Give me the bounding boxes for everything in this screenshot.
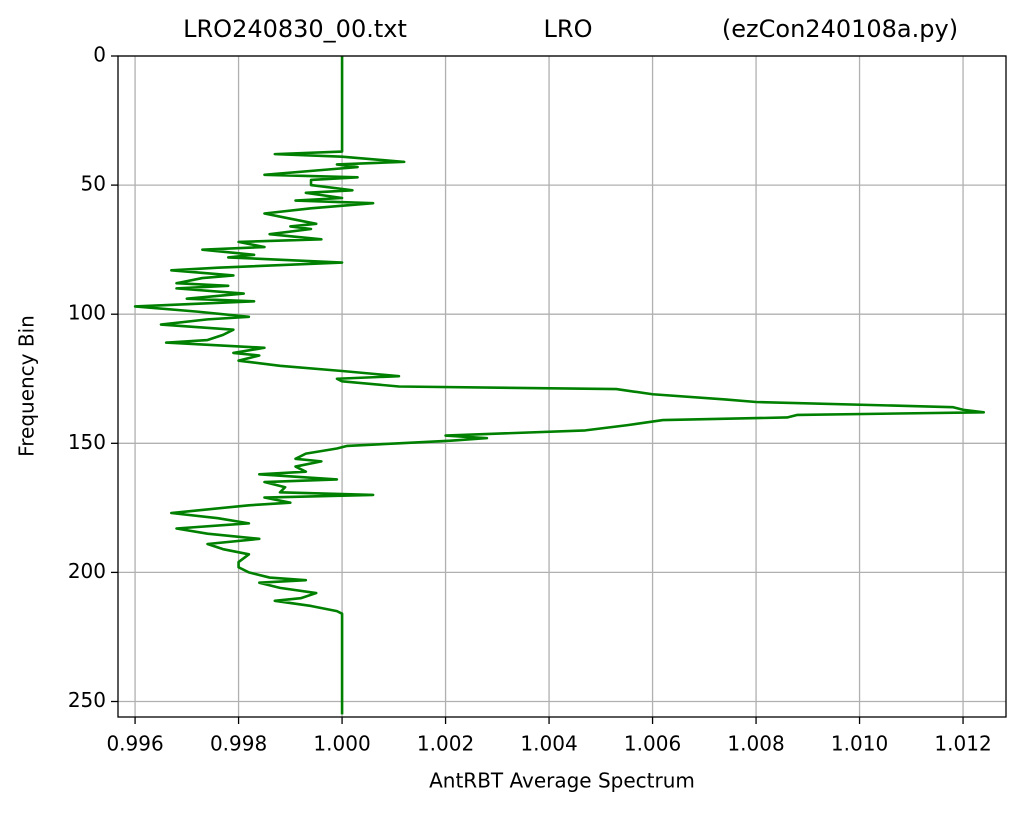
x-axis-label: AntRBT Average Spectrum	[429, 769, 695, 793]
y-tick-label: 50	[81, 172, 106, 196]
x-tick-label: 0.996	[106, 732, 163, 756]
y-tick-label: 200	[68, 559, 106, 583]
plot-frame	[117, 55, 1007, 718]
y-tick-label: 100	[68, 301, 106, 325]
x-tick-label: 0.998	[210, 732, 267, 756]
x-tick-label: 1.004	[520, 732, 577, 756]
x-tick-label: 1.012	[934, 732, 991, 756]
chart-title: LRO	[544, 15, 593, 43]
y-tick-label: 0	[93, 43, 106, 67]
x-tick-label: 1.008	[727, 732, 784, 756]
x-tick-label: 1.006	[624, 732, 681, 756]
y-axis-label: Frequency Bin	[15, 315, 39, 457]
x-tick-label: 1.002	[417, 732, 474, 756]
spectrum-line	[133, 56, 986, 715]
chart-title-left: LRO240830_00.txt	[183, 15, 407, 43]
y-tick-label: 150	[68, 430, 106, 454]
chart-title-right: (ezCon240108a.py)	[722, 15, 958, 43]
x-tick-label: 1.010	[831, 732, 888, 756]
y-tick-label: 250	[68, 688, 106, 712]
x-tick-label: 1.000	[313, 732, 370, 756]
